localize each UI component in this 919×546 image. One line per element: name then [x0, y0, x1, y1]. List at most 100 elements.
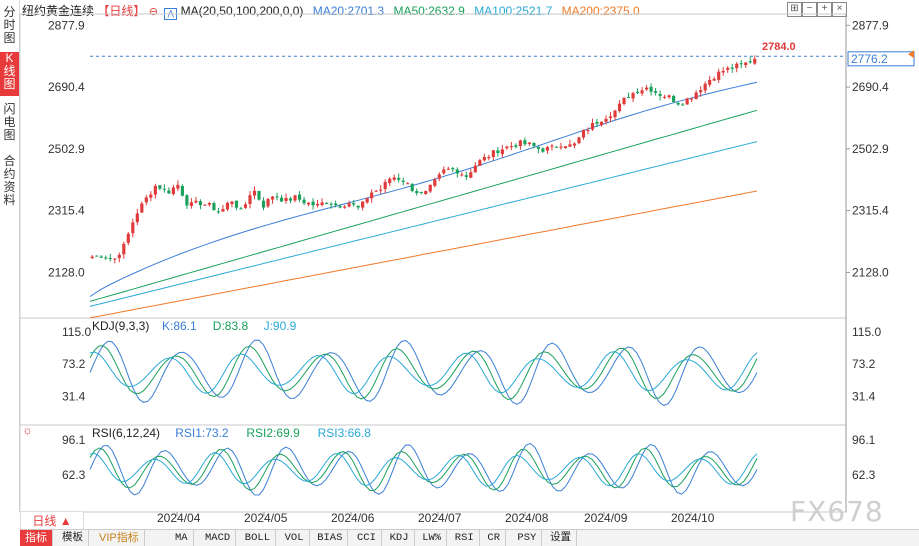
tab-flash-chart[interactable]: 闪电图	[3, 102, 16, 142]
candle-body	[248, 195, 252, 205]
indicator-tab-11[interactable]: RSI	[450, 530, 480, 546]
osc-title: KDJ(9,3,3)	[92, 319, 149, 333]
osc-legend-value: RSI3:66.8	[318, 426, 372, 440]
candle-body	[658, 94, 662, 96]
candle-body	[352, 203, 356, 205]
osc-legend-value: RSI2:69.9	[246, 426, 300, 440]
indicator-tab-5[interactable]: BOLL	[240, 530, 277, 546]
candle-body	[365, 198, 369, 203]
ma50-line	[89, 109, 758, 302]
ma100-line	[89, 141, 758, 307]
candle-body	[613, 110, 617, 118]
candle-body	[334, 203, 338, 206]
candle-body	[681, 104, 685, 106]
candle-body	[311, 201, 315, 206]
candle-body	[654, 91, 658, 93]
indicator-tab-9[interactable]: KDJ	[385, 530, 415, 546]
candle-body	[545, 147, 550, 151]
indicator-tab-7[interactable]: BIAS	[312, 530, 349, 546]
last-price-label: 2776.2	[851, 52, 888, 66]
candle-body	[284, 197, 288, 201]
candle-body	[95, 255, 99, 257]
settings-circle-icon[interactable]: ⊖	[148, 6, 158, 18]
candle-body	[374, 190, 378, 192]
price-marker-icon	[908, 50, 914, 59]
candle-body	[307, 202, 311, 205]
indicator-tab-0[interactable]: 指标	[20, 530, 53, 546]
zoom-in-icon[interactable]: +	[817, 2, 832, 17]
indicator-tab-4[interactable]: MACD	[200, 530, 237, 546]
candle-body	[550, 145, 554, 147]
tab-contract-info[interactable]: 合约资料	[3, 154, 16, 207]
tab-kline[interactable]: K线图	[0, 52, 19, 96]
candle-body	[347, 203, 351, 207]
candle-body	[559, 146, 563, 148]
indicator-tab-14[interactable]: 设置	[545, 530, 577, 546]
zoom-out-icon[interactable]: −	[802, 2, 817, 17]
candle-body	[473, 165, 477, 173]
candle-body	[343, 206, 347, 208]
candle-body	[221, 209, 225, 212]
candle-body	[216, 211, 221, 213]
period-selector[interactable]: 日线 ▲	[20, 511, 84, 531]
rsi-rsi3-line	[89, 452, 758, 487]
ma20-line	[89, 81, 758, 297]
candle-body	[329, 203, 333, 205]
osc-y-tick: 62.3	[852, 468, 876, 482]
candle-body	[230, 201, 234, 205]
y-tick-label: 2502.9	[852, 142, 889, 156]
candle-body	[482, 157, 486, 161]
expand-icon[interactable]: ⊞	[787, 2, 802, 17]
candle-body	[726, 67, 730, 70]
candle-body	[410, 183, 414, 192]
high-price-label: 2784.0	[762, 41, 796, 53]
y-tick-label: 2128.0	[48, 265, 85, 279]
indicator-tab-3[interactable]: MA	[170, 530, 194, 546]
candle-body	[135, 213, 139, 223]
osc-legend-value: D:83.8	[213, 319, 249, 333]
osc-y-tick: 96.1	[62, 433, 86, 447]
y-tick-label: 2690.4	[48, 80, 85, 94]
candle-body	[505, 146, 509, 149]
x-tick-label: 2024/10	[671, 511, 715, 525]
x-tick-label: 2024/09	[584, 511, 628, 525]
candle-body	[379, 189, 383, 191]
indicator-tab-6[interactable]: VOL	[280, 530, 310, 546]
candle-body	[446, 168, 450, 170]
indicator-tab-2[interactable]: VIP指标	[94, 530, 145, 546]
osc-y-tick: 31.4	[62, 390, 86, 404]
osc-y-tick: 115.0	[62, 325, 91, 339]
y-tick-label: 2877.9	[48, 18, 85, 32]
candle-body	[316, 203, 320, 206]
indicator-tab-8[interactable]: CCI	[352, 530, 382, 546]
candle-body	[631, 93, 635, 99]
candle-body	[469, 172, 473, 178]
indicator-tab-13[interactable]: PSY	[512, 530, 543, 546]
watermark: FX678	[790, 495, 884, 528]
osc-y-tick: 73.2	[852, 357, 876, 371]
candle-body	[460, 174, 464, 176]
candle-body	[595, 121, 599, 124]
candle-body	[721, 70, 725, 73]
indicator-tab-1[interactable]: 模板	[57, 530, 89, 546]
candle-body	[108, 257, 112, 260]
kdj-k-line	[89, 339, 758, 406]
y-tick-label: 2128.0	[852, 265, 889, 279]
candle-body	[527, 142, 531, 144]
candle-body	[257, 190, 261, 200]
close-icon[interactable]: ×	[832, 2, 847, 17]
candle-body	[90, 256, 94, 259]
candle-body	[383, 181, 387, 190]
indicator-tab-10[interactable]: LW%	[417, 530, 448, 546]
candle-body	[356, 205, 360, 208]
rsi-rsi2-line	[89, 447, 758, 492]
indicator-tab-12[interactable]: CR	[482, 530, 506, 546]
indicator-settings-icon: ☼	[22, 423, 33, 437]
candle-body	[622, 98, 626, 105]
candle-body	[694, 92, 698, 100]
candle-body	[225, 202, 230, 210]
candle-body	[748, 61, 752, 63]
x-tick-label: 2024/08	[505, 511, 549, 525]
tab-timeshare[interactable]: 分时图	[3, 5, 16, 45]
